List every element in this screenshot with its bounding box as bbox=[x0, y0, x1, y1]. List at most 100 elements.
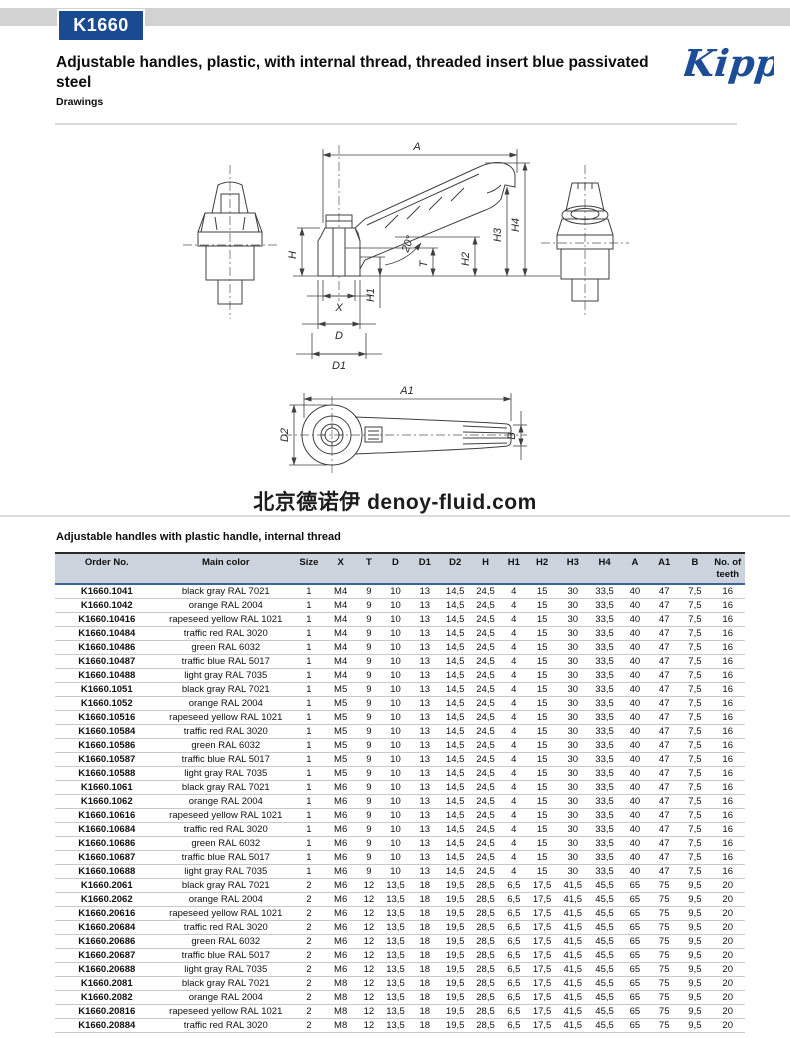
value-cell: 20 bbox=[710, 934, 745, 949]
order-no-cell: K1660.10587 bbox=[55, 752, 159, 767]
value-cell: 24,5 bbox=[470, 696, 501, 711]
value-cell: 24,5 bbox=[470, 682, 501, 697]
value-cell: 28,5 bbox=[470, 934, 501, 949]
main-color-cell: green RAL 6032 bbox=[158, 836, 294, 851]
value-cell: 13,5 bbox=[381, 892, 410, 907]
value-cell: 18 bbox=[409, 990, 440, 1005]
column-header: Order No. bbox=[55, 552, 159, 585]
value-cell: 14,5 bbox=[439, 794, 471, 809]
value-cell: 20 bbox=[710, 878, 745, 893]
value-cell: 9 bbox=[356, 668, 382, 683]
value-cell: 65 bbox=[620, 962, 650, 977]
value-cell: 20 bbox=[710, 976, 745, 991]
value-cell: 18 bbox=[409, 948, 440, 963]
value-cell: 9 bbox=[356, 612, 382, 627]
value-cell: 75 bbox=[649, 976, 680, 991]
table-row: K1660.10584 traffic red RAL 3020 1 M5 9 10 13 1… bbox=[55, 724, 745, 739]
value-cell: 24,5 bbox=[470, 850, 501, 865]
value-cell: 19,5 bbox=[439, 1018, 471, 1033]
value-cell: M6 bbox=[324, 808, 357, 823]
value-cell: 2 bbox=[293, 976, 325, 991]
value-cell: 13,5 bbox=[381, 878, 410, 893]
value-cell: 9 bbox=[356, 808, 382, 823]
value-cell: 2 bbox=[293, 1004, 325, 1019]
value-cell: 4 bbox=[500, 780, 527, 795]
value-cell: 47 bbox=[649, 668, 680, 683]
value-cell: M6 bbox=[324, 962, 357, 977]
value-cell: 45,5 bbox=[588, 990, 621, 1005]
main-color-cell: green RAL 6032 bbox=[158, 640, 294, 655]
value-cell: 10 bbox=[381, 724, 410, 739]
value-cell: 12 bbox=[356, 990, 382, 1005]
value-cell: 33,5 bbox=[588, 780, 621, 795]
value-cell: 40 bbox=[620, 696, 650, 711]
value-cell: 15 bbox=[526, 738, 558, 753]
value-cell: 14,5 bbox=[439, 766, 471, 781]
main-color-cell: rapeseed yellow RAL 1021 bbox=[158, 612, 294, 627]
value-cell: 7,5 bbox=[679, 822, 711, 837]
main-color-cell: orange RAL 2004 bbox=[158, 598, 294, 613]
column-header: H1 bbox=[500, 552, 527, 585]
value-cell: 65 bbox=[620, 920, 650, 935]
value-cell: 28,5 bbox=[470, 892, 501, 907]
value-cell: 10 bbox=[381, 794, 410, 809]
value-cell: 4 bbox=[500, 724, 527, 739]
column-header: Size bbox=[293, 552, 325, 585]
order-no-cell: K1660.20616 bbox=[55, 906, 159, 921]
value-cell: 15 bbox=[526, 836, 558, 851]
table-row: K1660.20687 traffic blue RAL 5017 2 M6 12 13,… bbox=[55, 948, 745, 963]
value-cell: 47 bbox=[649, 654, 680, 669]
order-no-cell: K1660.1051 bbox=[55, 682, 159, 697]
value-cell: 6,5 bbox=[500, 976, 527, 991]
value-cell: 1 bbox=[293, 626, 325, 641]
value-cell: 1 bbox=[293, 808, 325, 823]
value-cell: 14,5 bbox=[439, 864, 471, 879]
value-cell: 10 bbox=[381, 766, 410, 781]
value-cell: 13,5 bbox=[381, 1018, 410, 1033]
value-cell: 65 bbox=[620, 1018, 650, 1033]
value-cell: 30 bbox=[557, 696, 589, 711]
value-cell: 19,5 bbox=[439, 948, 471, 963]
value-cell: 10 bbox=[381, 682, 410, 697]
value-cell: 14,5 bbox=[439, 780, 471, 795]
value-cell: 13,5 bbox=[381, 906, 410, 921]
value-cell: 10 bbox=[381, 822, 410, 837]
value-cell: 40 bbox=[620, 654, 650, 669]
value-cell: 6,5 bbox=[500, 948, 527, 963]
value-cell: 1 bbox=[293, 612, 325, 627]
value-cell: 9,5 bbox=[679, 990, 711, 1005]
value-cell: 7,5 bbox=[679, 850, 711, 865]
value-cell: 7,5 bbox=[679, 780, 711, 795]
value-cell: 47 bbox=[649, 724, 680, 739]
value-cell: 4 bbox=[500, 598, 527, 613]
order-no-cell: K1660.1052 bbox=[55, 696, 159, 711]
value-cell: 14,5 bbox=[439, 654, 471, 669]
value-cell: M4 bbox=[324, 654, 357, 669]
value-cell: 40 bbox=[620, 850, 650, 865]
product-code-badge: K1660 bbox=[57, 9, 145, 42]
value-cell: M4 bbox=[324, 640, 357, 655]
value-cell: 9 bbox=[356, 864, 382, 879]
value-cell: 10 bbox=[381, 696, 410, 711]
value-cell: 4 bbox=[500, 710, 527, 725]
value-cell: 18 bbox=[409, 878, 440, 893]
value-cell: 65 bbox=[620, 1004, 650, 1019]
svg-text:H2: H2 bbox=[460, 252, 472, 266]
value-cell: 4 bbox=[500, 752, 527, 767]
value-cell: 15 bbox=[526, 724, 558, 739]
value-cell: 20 bbox=[710, 892, 745, 907]
main-color-cell: light gray RAL 7035 bbox=[158, 766, 294, 781]
value-cell: 9,5 bbox=[679, 1018, 711, 1033]
value-cell: 28,5 bbox=[470, 1018, 501, 1033]
value-cell: M4 bbox=[324, 598, 357, 613]
value-cell: 30 bbox=[557, 612, 589, 627]
value-cell: M6 bbox=[324, 850, 357, 865]
value-cell: 47 bbox=[649, 808, 680, 823]
table-row: K1660.10486 green RAL 6032 1 M4 9 10 13 14,5 24,… bbox=[55, 640, 745, 655]
value-cell: 14,5 bbox=[439, 850, 471, 865]
main-color-cell: black gray RAL 7021 bbox=[158, 780, 294, 795]
value-cell: 9 bbox=[356, 822, 382, 837]
value-cell: 10 bbox=[381, 808, 410, 823]
order-no-cell: K1660.20688 bbox=[55, 962, 159, 977]
value-cell: 6,5 bbox=[500, 878, 527, 893]
